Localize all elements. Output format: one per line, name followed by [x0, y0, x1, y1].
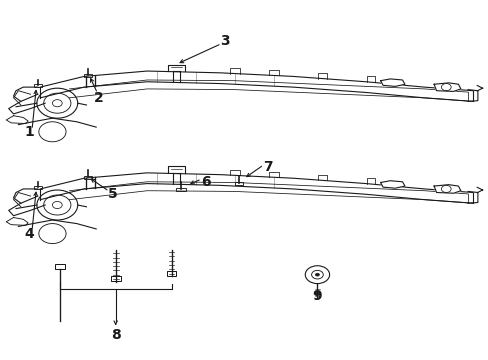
Circle shape — [52, 100, 62, 107]
Polygon shape — [380, 79, 404, 86]
Bar — [166, 271, 176, 276]
Text: 8: 8 — [111, 328, 120, 342]
Text: 1: 1 — [25, 125, 34, 139]
Text: 7: 7 — [263, 161, 272, 175]
Circle shape — [52, 202, 62, 208]
Polygon shape — [380, 181, 404, 188]
Circle shape — [315, 273, 319, 276]
Bar — [84, 176, 92, 179]
Polygon shape — [433, 185, 460, 193]
Polygon shape — [433, 83, 460, 91]
Text: 9: 9 — [312, 289, 322, 303]
Bar — [34, 186, 41, 189]
Bar — [111, 276, 120, 282]
Bar — [55, 264, 64, 269]
Bar — [176, 188, 186, 192]
Text: 3: 3 — [220, 34, 229, 48]
Bar — [34, 84, 41, 87]
Text: 2: 2 — [94, 91, 103, 105]
Text: 5: 5 — [108, 187, 118, 201]
Bar — [84, 74, 92, 77]
Bar — [234, 182, 242, 185]
Text: 4: 4 — [25, 226, 34, 240]
Text: 6: 6 — [201, 175, 210, 189]
